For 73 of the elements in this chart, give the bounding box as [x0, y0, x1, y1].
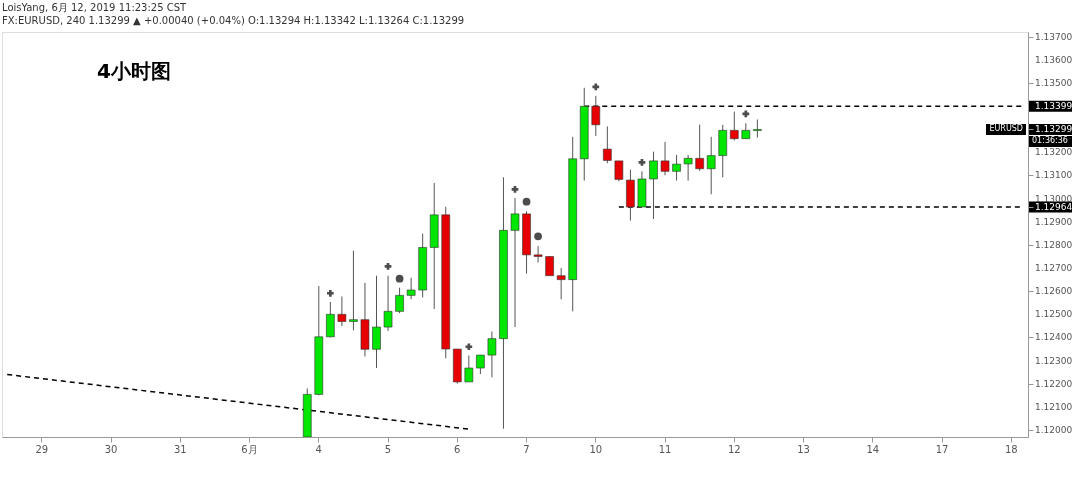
- candlestick: [706, 136, 716, 195]
- candlestick: [545, 255, 554, 277]
- x-tick-label: 4: [315, 443, 322, 455]
- x-tick-label: 7: [523, 443, 530, 455]
- candlestick: [349, 250, 358, 331]
- candlestick: [695, 124, 704, 172]
- candlestick: [660, 141, 670, 176]
- candlestick: [337, 296, 347, 327]
- y-tick-label: 1.13100: [1035, 170, 1073, 181]
- x-tick-label: 30: [104, 443, 118, 455]
- candlestick: [406, 277, 416, 300]
- candlestick: [591, 95, 601, 137]
- y-tick-label: 1.13200: [1035, 147, 1073, 158]
- candlestick: [383, 275, 393, 332]
- x-tick-label: 29: [35, 443, 49, 455]
- point: [395, 274, 404, 283]
- candlestick: [729, 111, 739, 141]
- y-tick-label: 1.12900: [1035, 216, 1073, 227]
- text: 01:36:36: [1032, 136, 1068, 146]
- point: [326, 289, 334, 297]
- y-tick-label: 1.12700: [1035, 263, 1073, 274]
- candlestick: [603, 125, 612, 164]
- point: [534, 232, 542, 241]
- y-tick-label: 1.12964: [1035, 201, 1073, 212]
- x-tick-label: 5: [384, 443, 392, 455]
- x-tick-label: 6月: [241, 443, 258, 455]
- point: [592, 83, 600, 91]
- candlestick: [556, 267, 566, 300]
- y-tick-label: 1.12300: [1035, 355, 1073, 366]
- x-tick-label: 14: [866, 443, 880, 455]
- point: [465, 343, 473, 351]
- y-tick-label: 1.13600: [1035, 54, 1073, 65]
- point: [511, 186, 519, 193]
- point: [742, 110, 750, 118]
- chart-title: LoisYang, 6月 12, 2019 11:23:25 CST: [2, 2, 188, 13]
- y-tick-label: 1.12200: [1035, 378, 1073, 389]
- point: [522, 197, 531, 206]
- candlestick: [683, 154, 693, 182]
- candlestick: [372, 275, 381, 369]
- y-tick-label: 1.13299: [1035, 124, 1073, 135]
- x-tick-label: 13: [797, 443, 810, 455]
- y-tick-label: 1.12000: [1035, 425, 1073, 436]
- y-tick-label: 1.13500: [1035, 77, 1073, 88]
- candlestick: [487, 330, 497, 378]
- candlestick: [476, 354, 485, 375]
- annotation: 4小时图: [97, 59, 171, 83]
- candlestick: [510, 197, 520, 328]
- y-tick-label: 1.12500: [1035, 309, 1073, 320]
- candlestick: [395, 287, 404, 314]
- x-tick-label: 6: [454, 443, 461, 455]
- x-tick-label: 11: [658, 443, 672, 455]
- x-tick-label: 17: [935, 443, 949, 455]
- candlestick: [326, 301, 335, 338]
- candlestick: [672, 154, 681, 182]
- candlestick: [464, 355, 474, 383]
- candlestick: [614, 160, 624, 182]
- x-tick-label: 10: [589, 443, 603, 455]
- point: [384, 263, 392, 270]
- y-tick-label: 1.12800: [1035, 239, 1073, 250]
- point: [638, 158, 646, 166]
- y-tick-label: 1.12400: [1035, 332, 1073, 343]
- x-tick-label: 12: [727, 443, 741, 455]
- chart-subtitle: FX:EURUSD, 240 1.13299 ▲ +0.00040 (+0.04%) O:1.13294 H:1.13342 L:1.13264 C:1.13299: [2, 15, 465, 26]
- y-tick-label: 1.12600: [1035, 286, 1073, 297]
- x-tick-label: 18: [1004, 443, 1018, 455]
- candlestick: [533, 245, 543, 263]
- candlestick: [753, 118, 762, 139]
- y-tick-label: 1.12100: [1035, 401, 1073, 412]
- y-tick-label: 1.13399: [1035, 101, 1073, 112]
- candlestick: [649, 151, 658, 220]
- x-tick-label: 31: [173, 443, 187, 455]
- y-tick-label: 1.13700: [1035, 31, 1073, 42]
- annotation: EURUSD: [989, 124, 1023, 134]
